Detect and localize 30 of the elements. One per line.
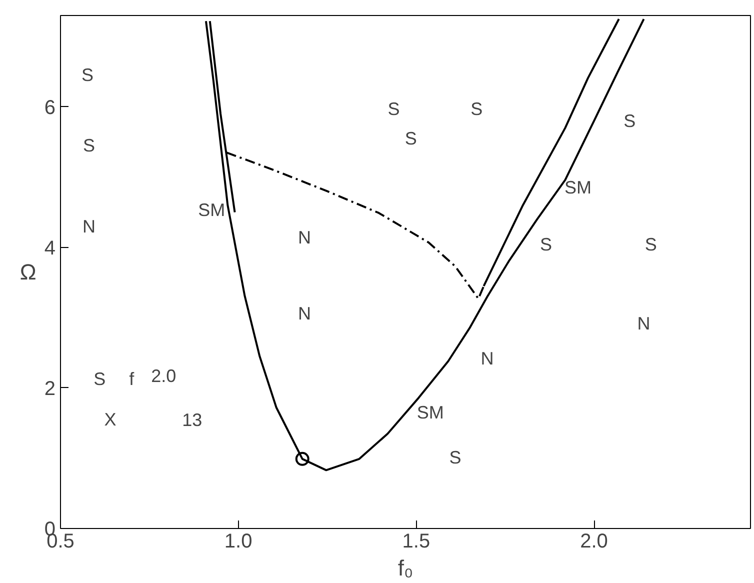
annotation: S [470,98,483,119]
annotation: f [129,368,136,389]
annotation: N [298,228,311,248]
annotation: S [644,234,657,255]
x-tick-label: 1.0 [224,530,252,552]
x-axis-title: f₀ [398,556,414,580]
annotation: S [82,136,95,156]
annotation: N [637,313,650,334]
annotation: N [480,348,494,368]
annotation: N [298,303,311,324]
annotation: S [624,110,636,131]
annotation: N [82,216,96,236]
y-tick-label: 2 [44,378,56,400]
x-tick-label: 1.5 [402,530,430,552]
y-tick-label: 6 [44,96,56,119]
annotation: S [388,98,400,119]
annotation: 2.0 [151,366,176,386]
annotation: S [94,368,106,389]
annotation: X [104,410,116,430]
annotation: SM [564,178,592,198]
annotation: S [449,448,462,468]
x-tick-label: 2.0 [580,530,608,552]
annotation: S [540,234,552,255]
annotation: S [404,128,417,148]
annotation: S [82,65,94,86]
annotation: SM [416,402,444,423]
y-tick-label: 4 [44,237,56,260]
annotation: SM [198,200,226,220]
y-axis-title: Ω [20,260,36,284]
annotation: 13 [182,410,202,430]
